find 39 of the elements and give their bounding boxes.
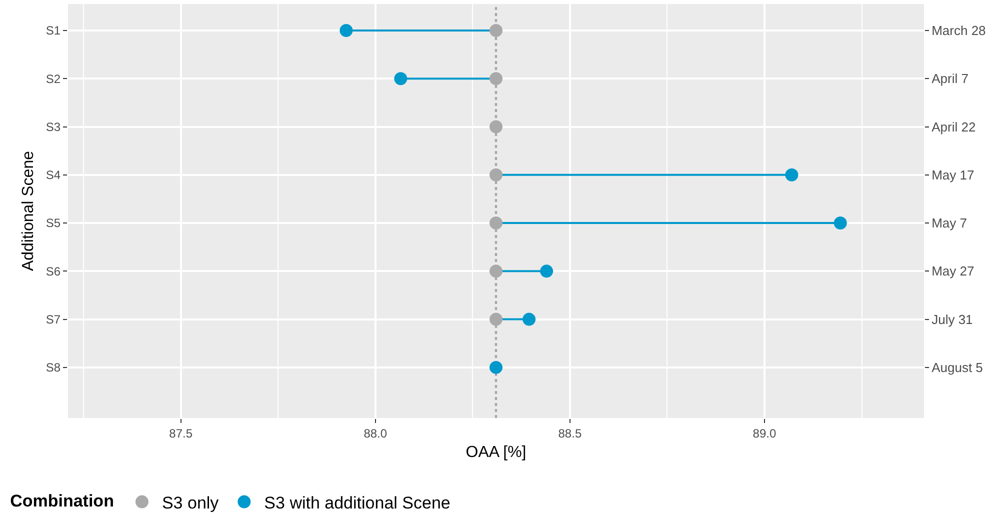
y-tick-label: S7 [46,312,61,327]
y-tick-label: S5 [46,216,61,230]
y2-tick-label: May 17 [932,167,974,182]
y-tick-label: S6 [46,264,61,278]
y-tick-label: S2 [46,72,61,86]
x-tick-label: 88.0 [364,426,388,440]
y2-tick-label: May 7 [932,216,968,231]
point [522,312,536,326]
legend-title: Combination [10,491,114,510]
point [490,72,502,86]
y2-tick-label: March 28 [932,23,986,38]
y-tick-label: S1 [46,24,61,38]
y2-tick-label: August 5 [932,360,983,375]
y-tick-label: S4 [46,168,61,182]
point [490,120,502,134]
point [340,24,353,37]
point [394,72,408,86]
y2-tick-label: April 7 [932,71,968,86]
y2-tick-label: May 27 [932,264,974,279]
y2-tick-label: July 31 [932,312,973,327]
legend-label: S3 with additional Scene [264,493,450,512]
y2-tick-label: April 22 [932,119,976,134]
point [834,216,847,230]
point [490,24,502,37]
point [540,264,554,278]
point [785,168,798,182]
x-tick-label: 88.5 [558,426,582,440]
x-tick-label: 89.0 [752,426,776,440]
y-tick-label: S3 [46,120,61,134]
y-axis-title: Additional Scene [20,150,37,272]
point [490,168,502,182]
point [490,360,502,374]
point [490,312,502,326]
point [490,216,502,230]
point [490,264,502,278]
x-axis-title: OAA [%] [466,444,526,462]
legend-label: S3 only [162,493,220,512]
x-tick-label: 87.5 [169,426,193,440]
y-tick-label: S8 [46,360,61,375]
